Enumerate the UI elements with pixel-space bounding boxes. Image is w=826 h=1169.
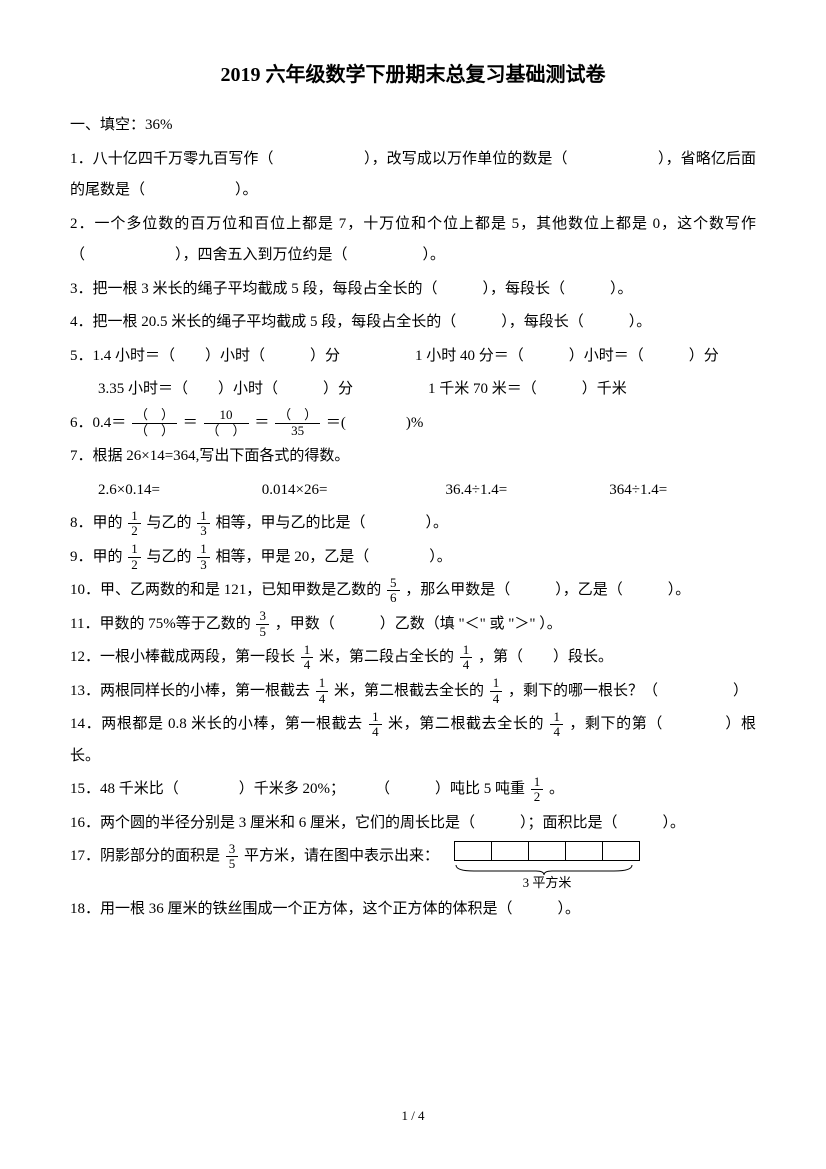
fraction-third: 13	[197, 542, 210, 572]
q7d: 364÷1.4=	[609, 475, 667, 507]
q13-mid: 米，第二根截去全长的	[334, 683, 484, 699]
question-7: 7．根据 26×14=364,写出下面各式的得数。	[70, 441, 756, 473]
q6-prefix: 6．0.4＝	[70, 415, 126, 431]
fraction-10-blank: 10 （ ）	[204, 408, 249, 438]
q8-mid: 与乙的	[147, 515, 192, 531]
question-11: 11．甲数的 75%等于乙数的 35 ，甲数（ ）乙数（填 "＜" 或 "＞" …	[70, 609, 756, 641]
q11-post: ，甲数（ ）乙数（填 "＜" 或 "＞" ）。	[275, 616, 562, 632]
q8-pre: 8．甲的	[70, 515, 123, 531]
q14-mid: 米，第二根截去全长的	[388, 716, 544, 732]
fraction-blank-35: （ ） 35	[275, 408, 320, 438]
q7c: 36.4÷1.4=	[446, 475, 606, 507]
q7b: 0.014×26=	[262, 475, 442, 507]
fraction-quarter: 14	[550, 710, 563, 740]
question-18: 18．用一根 36 厘米的铁丝围成一个正方体，这个正方体的体积是（ ）。	[70, 894, 756, 926]
box	[454, 841, 492, 861]
q17-post: 平方米，请在图中表示出来：	[244, 848, 439, 864]
question-1: 1．八十亿四千万零九百写作（ ），改写成以万作单位的数是（ ），省略亿后面的尾数…	[70, 144, 756, 207]
question-13: 13．两根同样长的小棒，第一根截去 14 米，第二根截去全长的 14 ，剩下的哪…	[70, 676, 756, 708]
box	[602, 841, 640, 861]
q15-pre: 15．48 千米比（ ）千米多 20%； （ ）吨比 5 吨重	[70, 781, 525, 797]
question-17: 17．阴影部分的面积是 35 平方米，请在图中表示出来： 3 平方米	[70, 841, 756, 892]
eq: ＝	[254, 415, 269, 431]
question-6: 6．0.4＝ （ ） （ ） ＝ 10 （ ） ＝ （ ） 35 ＝( )%	[70, 408, 756, 440]
q10-pre: 10．甲、乙两数的和是 121，已知甲数是乙数的	[70, 582, 381, 598]
fraction-quarter: 14	[316, 676, 329, 706]
question-7-items: 2.6×0.14= 0.014×26= 36.4÷1.4= 364÷1.4=	[70, 475, 756, 507]
page-title: 2019 六年级数学下册期末总复习基础测试卷	[70, 60, 756, 90]
q14-pre: 14．两根都是 0.8 米长的小棒，第一根截去	[70, 716, 363, 732]
q7a: 2.6×0.14=	[98, 475, 258, 507]
q12-pre: 12．一根小棒截成两段，第一段长	[70, 649, 295, 665]
question-5b: 3.35 小时＝（ ）小时（ ）分 1 千米 70 米＝（ ）千米	[70, 374, 756, 406]
fraction-three-five: 35	[226, 842, 239, 872]
q13-pre: 13．两根同样长的小棒，第一根截去	[70, 683, 310, 699]
question-5a: 5．1.4 小时＝（ ）小时（ ）分 1 小时 40 分＝（ ）小时＝（ ）分	[70, 341, 756, 373]
fraction-half: 12	[128, 509, 141, 539]
fraction-quarter: 14	[490, 676, 503, 706]
fraction-half: 12	[128, 542, 141, 572]
question-14: 14．两根都是 0.8 米长的小棒，第一根截去 14 米，第二根截去全长的 14…	[70, 709, 756, 772]
question-9: 9．甲的 12 与乙的 13 相等，甲是 20，乙是（ ）。	[70, 542, 756, 574]
question-15: 15．48 千米比（ ）千米多 20%； （ ）吨比 5 吨重 12 。	[70, 774, 756, 806]
fraction-quarter: 14	[460, 643, 473, 673]
fraction-five-six: 56	[387, 576, 400, 606]
eq: ＝	[183, 415, 198, 431]
q17-pre: 17．阴影部分的面积是	[70, 848, 220, 864]
q10-post: ，那么甲数是（ ），乙是（ ）。	[405, 582, 690, 598]
q9-mid: 与乙的	[147, 549, 192, 565]
question-16: 16．两个圆的半径分别是 3 厘米和 6 厘米，它们的周长比是（ ）；面积比是（…	[70, 808, 756, 840]
q17-figure: 3 平方米	[454, 841, 640, 892]
question-3: 3．把一根 3 米长的绳子平均截成 5 段，每段占全长的（ ），每段长（ ）。	[70, 274, 756, 306]
question-10: 10．甲、乙两数的和是 121，已知甲数是乙数的 56 ，那么甲数是（ ），乙是…	[70, 575, 756, 607]
question-12: 12．一根小棒截成两段，第一段长 14 米，第二段占全长的 14 ，第（ ）段长…	[70, 642, 756, 674]
section-header: 一、填空：36%	[70, 110, 756, 142]
box-row	[454, 841, 640, 861]
q12-mid: 米，第二段占全长的	[319, 649, 454, 665]
page-footer: 1 / 4	[0, 1102, 826, 1129]
brace: 3 平方米	[454, 863, 640, 892]
q11-pre: 11．甲数的 75%等于乙数的	[70, 616, 251, 632]
fraction-quarter: 14	[301, 643, 314, 673]
q13-post: ，剩下的哪一根长？（ ）	[508, 683, 748, 699]
box	[565, 841, 603, 861]
fraction-three-five: 35	[256, 609, 269, 639]
brace-label: 3 平方米	[523, 875, 572, 890]
q8-post: 相等，甲与乙的比是（ ）。	[216, 515, 449, 531]
fraction-quarter: 14	[369, 710, 382, 740]
q12-post: ，第（ ）段长。	[478, 649, 613, 665]
fraction-blank: （ ） （ ）	[132, 408, 177, 438]
q9-pre: 9．甲的	[70, 549, 123, 565]
question-2: 2．一个多位数的百万位和百位上都是 7，十万位和个位上都是 5，其他数位上都是 …	[70, 209, 756, 272]
box	[528, 841, 566, 861]
question-8: 8．甲的 12 与乙的 13 相等，甲与乙的比是（ ）。	[70, 508, 756, 540]
q15-post: 。	[549, 781, 564, 797]
box	[491, 841, 529, 861]
fraction-third: 13	[197, 509, 210, 539]
fraction-half: 12	[531, 775, 544, 805]
question-4: 4．把一根 20.5 米长的绳子平均截成 5 段，每段占全长的（ ），每段长（ …	[70, 307, 756, 339]
q6-suffix: ＝( )%	[326, 415, 424, 431]
q9-post: 相等，甲是 20，乙是（ ）。	[216, 549, 452, 565]
